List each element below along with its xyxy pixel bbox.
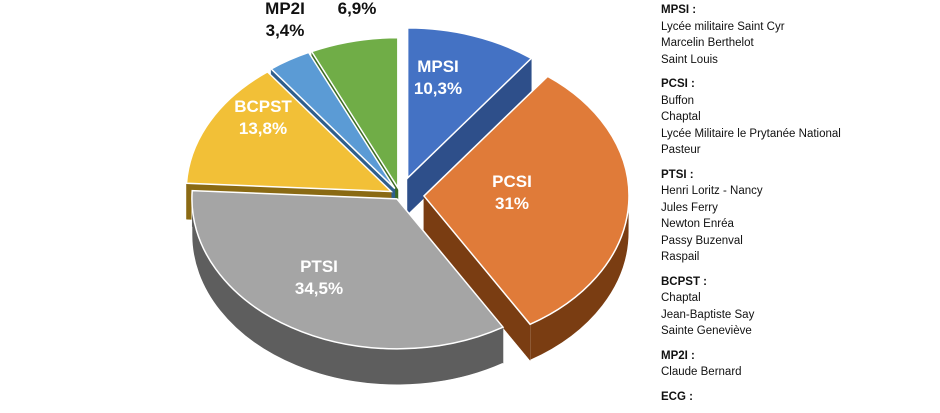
pie-slice-pcsi	[422, 75, 630, 326]
pie-chart: MPSI 10,3% PCSI 31% PTSI 34,5% BCPST 13,8% MP2I 3…	[185, 0, 630, 386]
legend-school-item: Passy Buzenval	[661, 234, 743, 247]
slice-value-ptsi: 34,5%	[295, 279, 343, 298]
legend-group: MP2I : Claude Bernard	[661, 348, 931, 381]
legend-school-item: Newton Enréa	[661, 218, 734, 230]
legend-group: ECG :	[661, 389, 931, 406]
legend-group-title: MPSI :	[661, 4, 697, 16]
slice-value-bcpst: 13,8%	[239, 119, 287, 138]
pie-slice-mpsi	[406, 27, 533, 180]
slice-label-mp2i: MP2I	[265, 0, 305, 18]
legend-group: BCPST : Chaptal Jean-Baptiste Say Sainte Ge…	[661, 274, 931, 340]
school-legend: MPSI : Lycée militaire Saint Cyr Marcelin …	[661, 2, 931, 413]
legend-school-item: Pasteur	[661, 144, 701, 156]
slice-value-other: 6,9%	[338, 0, 377, 18]
pie-slice-bcpst	[185, 70, 394, 193]
legend-school-item: Sainte Geneviève	[661, 325, 752, 337]
slice-label-mpsi: MPSI	[417, 57, 459, 76]
legend-school-item: Henri Loritz - Nancy	[661, 185, 763, 197]
legend-school-item: Marcelin Berthelot	[661, 37, 754, 49]
legend-school-item: Chaptal	[661, 292, 701, 304]
pie-chart-svg: MPSI 10,3% PCSI 31% PTSI 34,5% BCPST 13,8% MP2I 3…	[185, 0, 630, 386]
slice-label-ptsi: PTSI	[300, 257, 338, 276]
legend-school-item: Claude Bernard	[661, 366, 742, 378]
legend-group: PCSI : Buffon Chaptal Lycée Militaire le Pr…	[661, 76, 931, 159]
legend-school-item: Jean-Baptiste Say	[661, 308, 755, 321]
legend-group: PTSI : Henri Loritz - Nancy Jules Ferry New…	[661, 167, 931, 266]
slice-value-mp2i: 3,4%	[266, 21, 305, 40]
slice-label-bcpst: BCPST	[234, 97, 292, 116]
legend-group-title: ECG :	[661, 390, 693, 403]
legend-group-title: BCPST :	[661, 275, 707, 288]
pie-slice-mp2i	[269, 51, 396, 190]
legend-school-item: Lycée Militaire le Prytanée National	[661, 127, 841, 140]
slice-value-pcsi: 31%	[495, 194, 529, 213]
legend-school-item: Jules Ferry	[661, 201, 718, 214]
legend-group-title: PCSI :	[661, 78, 695, 90]
legend-school-item: Raspail	[661, 251, 700, 263]
slice-label-pcsi: PCSI	[492, 172, 532, 191]
legend-school-item: Lycée militaire Saint Cyr	[661, 20, 785, 33]
legend-group-title: PTSI :	[661, 168, 694, 181]
legend-school-item: Buffon	[661, 94, 695, 107]
legend-school-item: Saint Louis	[661, 53, 718, 66]
legend-group-title: MP2I :	[661, 349, 695, 362]
pie-slice-other	[310, 36, 399, 191]
slice-value-mpsi: 10,3%	[414, 79, 462, 98]
pie-slice-ptsi	[191, 189, 505, 350]
legend-group: MPSI : Lycée militaire Saint Cyr Marcelin …	[661, 2, 931, 68]
legend-school-item: Chaptal	[661, 111, 701, 123]
